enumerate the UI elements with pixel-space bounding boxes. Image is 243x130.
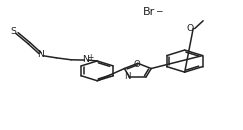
Text: O: O (187, 24, 194, 33)
Text: Br: Br (143, 7, 156, 17)
Text: N: N (82, 55, 89, 64)
Text: O: O (133, 60, 140, 69)
Text: S: S (10, 27, 16, 36)
Text: N: N (37, 50, 44, 59)
Text: −: − (156, 6, 163, 15)
Text: N: N (124, 72, 131, 81)
Text: +: + (88, 53, 94, 62)
